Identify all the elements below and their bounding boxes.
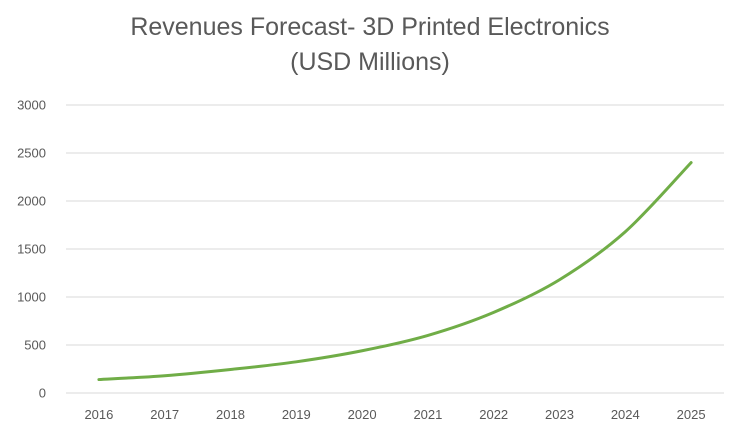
series-line-revenues: [97, 161, 693, 382]
x-tick-label: 2025: [677, 407, 706, 422]
data-point-2021: [426, 334, 429, 337]
x-tick-label: 2017: [150, 407, 179, 422]
y-tick-label: 500: [24, 338, 46, 353]
y-tick-label: 1000: [17, 290, 46, 305]
x-axis-ticks: 2016 2017 2018 2019 2020 2021 2022 2023 2024 2025: [84, 407, 705, 422]
series-layer: [97, 161, 693, 382]
x-tick-label: 2023: [545, 407, 574, 422]
data-point-2023: [558, 278, 561, 281]
data-point-2020: [361, 349, 364, 352]
y-tick-label: 1500: [17, 242, 46, 257]
y-tick-label: 0: [39, 386, 46, 401]
data-point-2022: [492, 311, 495, 314]
x-tick-label: 2020: [348, 407, 377, 422]
data-point-2018: [229, 368, 232, 371]
data-point-2025: [690, 161, 693, 164]
chart-subtitle: (USD Millions): [290, 48, 450, 76]
data-point-2024: [624, 230, 627, 233]
y-tick-label: 2000: [17, 194, 46, 209]
x-tick-label: 2024: [611, 407, 640, 422]
x-tick-label: 2021: [413, 407, 442, 422]
x-tick-label: 2019: [282, 407, 311, 422]
y-axis-ticks: 0 500 1000 1500 2000 2500 3000: [17, 98, 46, 401]
x-tick-label: 2022: [479, 407, 508, 422]
y-tick-label: 3000: [17, 98, 46, 113]
gridlines: [66, 104, 724, 394]
y-tick-label: 2500: [17, 146, 46, 161]
x-tick-label: 2016: [84, 407, 113, 422]
data-point-2017: [163, 374, 166, 377]
data-point-2019: [295, 360, 298, 363]
data-point-2016: [97, 378, 100, 381]
chart-title: Revenues Forecast- 3D Printed Electronic…: [130, 13, 610, 41]
x-tick-label: 2018: [216, 407, 245, 422]
